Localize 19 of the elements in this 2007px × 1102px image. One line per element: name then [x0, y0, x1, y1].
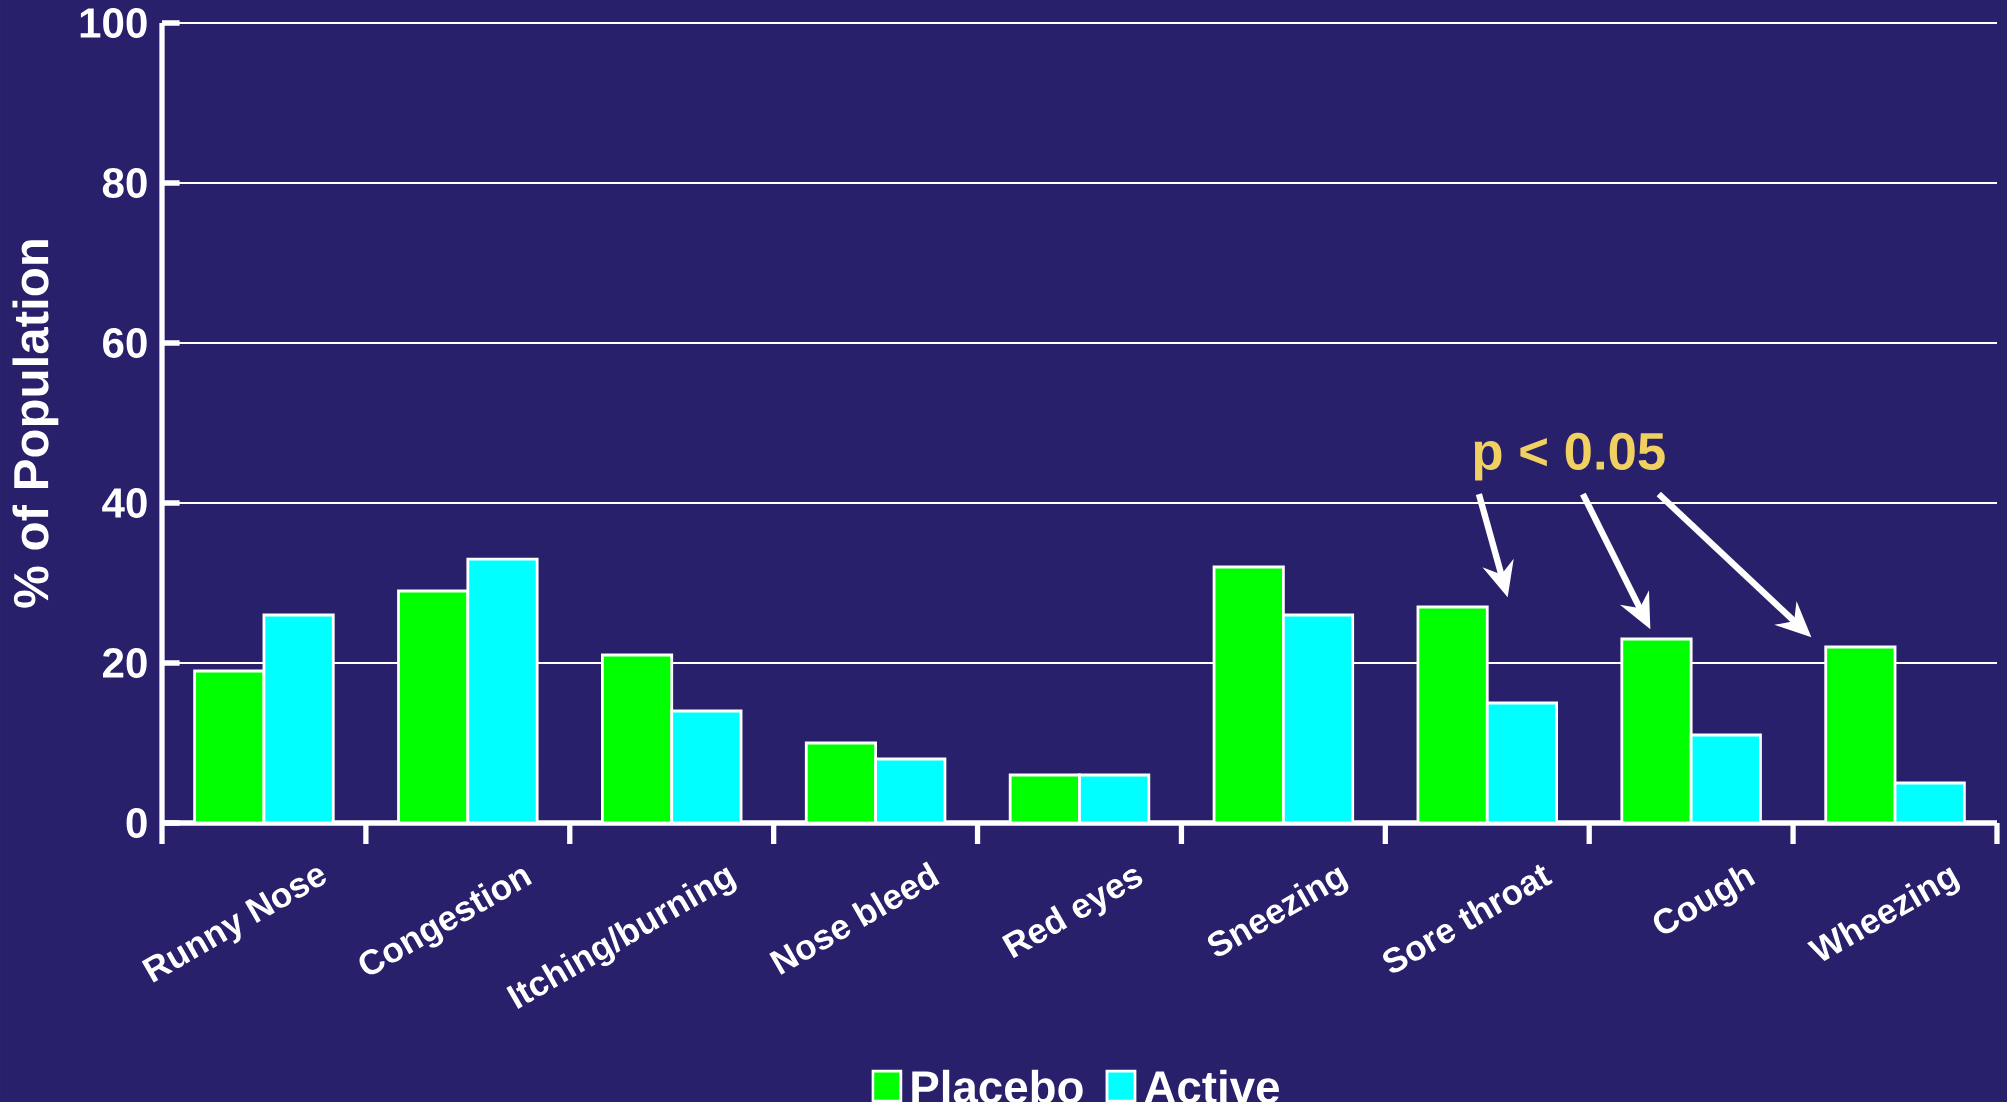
bar: [262, 613, 335, 823]
bar: [1620, 637, 1693, 823]
bar: [874, 757, 947, 823]
bar: [193, 669, 266, 823]
y-tick-label: 60: [103, 328, 147, 358]
y-tick-label: 40: [102, 488, 147, 518]
y-tick-label: 20: [102, 648, 147, 678]
bar: [1212, 565, 1285, 823]
bar: [670, 709, 743, 823]
y-tick-label: 100: [80, 8, 147, 38]
y-tick-label: 80: [102, 168, 147, 198]
bar: [1416, 605, 1489, 823]
bar: [466, 557, 539, 823]
bar: [1824, 645, 1897, 823]
bar: [1893, 781, 1966, 823]
y-axis-title: % of Population: [12, 240, 59, 608]
annotation: p < 0.05: [1474, 432, 1665, 481]
y-tick-label: 0: [126, 808, 147, 838]
x-tick-label: Red eyes: [1001, 869, 1143, 959]
